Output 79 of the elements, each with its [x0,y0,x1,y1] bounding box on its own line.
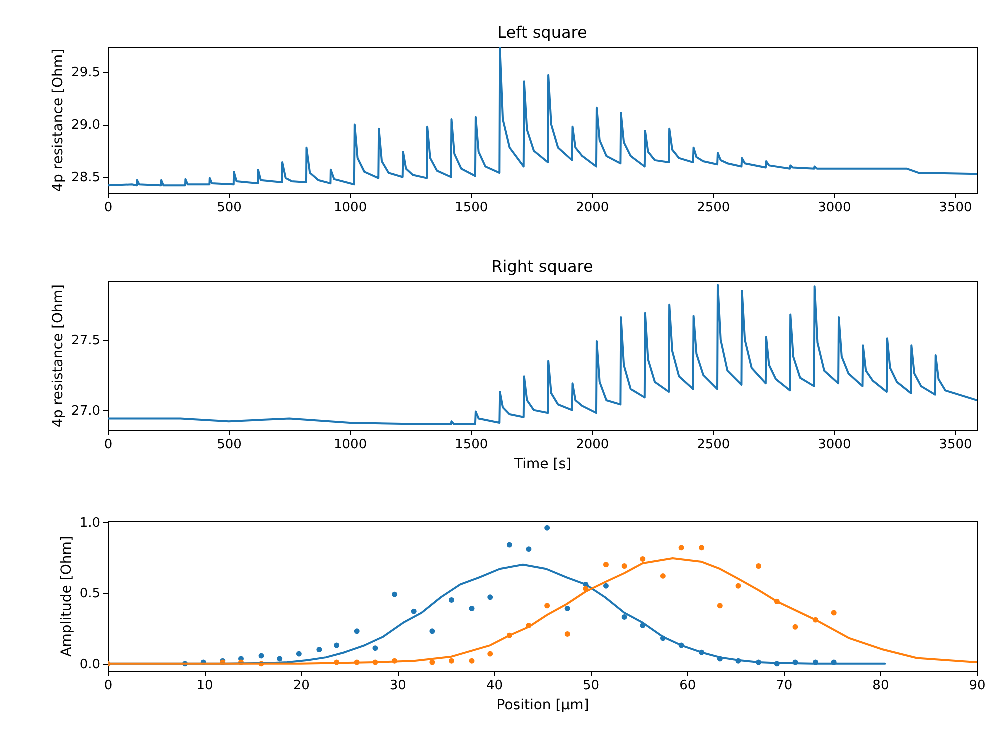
point [334,642,340,648]
point [622,564,628,570]
x-axis-title: Time [s] [514,456,572,472]
point [392,592,398,598]
point [831,610,837,616]
x-tick-label: 2500 [697,200,730,216]
point [469,606,475,612]
point [603,583,609,589]
y-tick-label: 27.5 [72,334,100,349]
x-tick-label: 0 [104,438,113,452]
x-tick-label: 70 [776,678,793,694]
point [372,646,378,652]
line-series [108,47,977,187]
x-tick-label: 10 [196,678,214,694]
x-tick-label: 1000 [334,438,368,452]
point [449,658,454,664]
point [449,598,454,603]
x-tick-label: 80 [872,678,890,694]
x-tick-label: 60 [680,678,696,694]
point [544,603,550,609]
point [660,573,666,579]
x-tick-label: 1500 [455,200,488,216]
x-tick-label: 500 [217,200,242,216]
point [564,631,570,637]
point [564,606,570,612]
point [544,525,550,531]
x-tick-label: 0 [104,678,113,694]
x-tick-label: 30 [390,678,406,694]
point [316,647,322,653]
point [469,658,475,664]
y-tick-label: 0.5 [80,586,100,602]
point [678,545,684,551]
chart-title: Right square [492,257,594,276]
point [430,628,436,634]
x-tick-label: 90 [969,678,986,694]
chart-title: Left square [498,23,588,42]
x-tick-label: 2500 [697,438,730,452]
point [792,624,798,630]
point [603,562,609,568]
x-tick-label: 1000 [334,200,368,216]
x-tick-label: 40 [486,678,503,694]
x-tick-label: 3000 [818,438,852,452]
y-tick-label: 29.0 [72,118,100,134]
point [411,608,417,614]
point [277,656,283,662]
y-tick-label: 0.0 [80,657,100,672]
y-axis-title: 4p resistance [Ohm] [50,284,67,428]
point [430,660,436,666]
point [699,545,705,551]
y-tick-label: 1.0 [80,516,100,531]
point [526,546,532,552]
point [488,594,494,600]
point [736,583,742,589]
x-tick-label: 500 [217,438,242,452]
x-tick-label: 50 [583,678,600,694]
x-tick-label: 1500 [455,438,488,452]
y-tick-label: 27.0 [72,404,100,419]
x-tick-label: 2000 [576,200,610,216]
point [640,556,646,562]
x-axis-title: Position [µm] [496,698,590,714]
point [296,651,302,657]
y-axis-title: Amplitude [Ohm] [58,536,75,657]
x-tick-label: 20 [293,678,310,694]
point [506,542,512,548]
point [622,614,628,620]
y-tick-label: 29.5 [72,66,100,81]
point [488,651,494,657]
point [258,653,264,659]
x-tick-label: 3500 [939,200,972,216]
x-tick-label: 2000 [576,438,610,452]
line-series [108,284,977,426]
point [717,603,723,609]
y-tick-label: 28.5 [72,170,100,186]
y-axis-title: 4p resistance [Ohm] [50,49,67,192]
point [756,564,762,570]
x-tick-label: 3500 [939,438,972,452]
x-tick-label: 0 [104,200,113,216]
x-tick-label: 3000 [818,200,852,216]
point [354,628,360,634]
